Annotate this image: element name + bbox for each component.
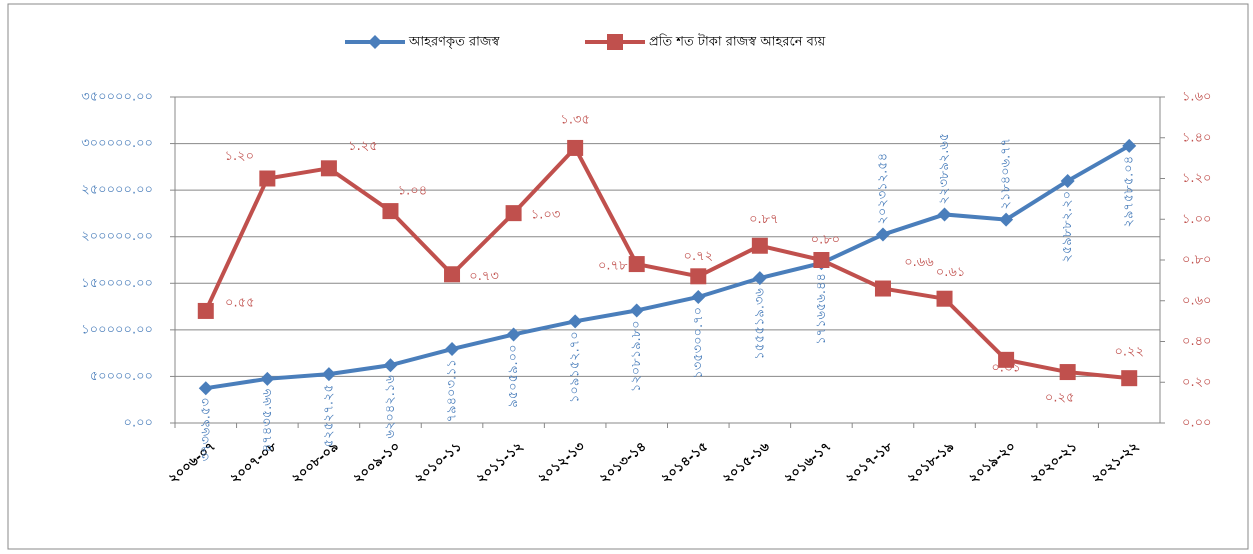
data-label: ০.৮০ [811, 233, 840, 248]
y2-tick-label: ১.২০ [1182, 171, 1211, 186]
marker [813, 252, 830, 268]
marker [875, 227, 890, 242]
data-label: ১৭১৬৫৬.৪৪ [814, 273, 829, 345]
marker [506, 327, 521, 342]
marker [998, 351, 1015, 368]
marker [937, 207, 952, 222]
data-label: ০.৭৩ [469, 269, 499, 284]
series-line [205, 144, 1131, 391]
legend-label: প্রতি শত টাকা রাজস্ব আহরনে ব্যয় [649, 34, 826, 50]
data-label: ১৩৫৩০০.৭০ [691, 307, 706, 379]
data-label: ১৫৫৫১৯.৩৬ [752, 288, 767, 360]
y2-tick-label: ১.৪০ [1182, 130, 1211, 145]
marker [628, 256, 645, 273]
marker [999, 212, 1014, 227]
data-label: ১.০৪ [398, 184, 427, 199]
marker [751, 237, 768, 254]
y2-tick-label: ১.০০ [1182, 212, 1211, 227]
data-label: ৫২৫২৭.২৫ [321, 384, 336, 447]
marker [752, 271, 767, 286]
data-label: ৭৯৪০৩.১১ [445, 359, 460, 422]
y-tick-label: ২০০০০০.০০ [81, 229, 153, 244]
marker [1121, 370, 1138, 387]
data-label: ১.০৩ [531, 208, 560, 223]
chart-frame [7, 3, 1249, 550]
legend-marker [607, 34, 623, 50]
marker [260, 371, 275, 386]
data-label: ০.২২ [1114, 345, 1144, 360]
data-label: ০.৬১ [936, 265, 965, 280]
series-line [203, 144, 1130, 381]
data-label: ৪৭৪৩৫.৬৬ [260, 388, 275, 452]
marker [874, 280, 891, 297]
data-label: ০.৩১ [991, 360, 1020, 375]
marker [320, 160, 337, 177]
y-tick-label: ৩০০০০০.০০ [81, 136, 153, 151]
marker [383, 358, 398, 373]
y2-tick-label: ০.৬০ [1182, 293, 1212, 308]
marker [198, 381, 213, 396]
marker [321, 367, 336, 382]
y-tick-label: ৩৫০০০০.০০ [81, 90, 153, 105]
y-tick-label: ০.০০ [124, 416, 154, 431]
marker [936, 290, 953, 307]
marker [1060, 173, 1075, 188]
data-label: ১০৯১৫২.৭০ [568, 331, 583, 403]
data-label: ২১৮৪০৬.৭৭ [999, 138, 1014, 210]
marker [568, 314, 583, 329]
data-label: ৩৭৩৬৯.৫৩ [198, 398, 213, 461]
legend-marker [368, 35, 382, 49]
data-label: ২০২৩১২.৫৪ [875, 153, 890, 225]
data-label: ২২৩৮৯২.৬৫ [937, 133, 952, 205]
marker [691, 289, 706, 304]
data-label: ২৯৭৫৮৫.০৪ [1122, 156, 1137, 228]
y-tick-label: ৫০০০০.০০ [90, 369, 153, 384]
y-tick-label: ১০০০০০.০০ [81, 322, 153, 337]
y2-tick-label: ০.২০ [1182, 375, 1212, 390]
data-label: ১.৩৫ [560, 112, 589, 127]
y-tick-label: ১৫০০০০.০০ [81, 276, 153, 291]
data-label: ০.৫৫ [225, 295, 254, 310]
y2-tick-label: ০.৮০ [1182, 253, 1211, 268]
marker [690, 268, 707, 285]
y2-tick-label: ০.৪০ [1182, 334, 1211, 349]
data-label: ২৫৯৮৮২.২০ [1060, 191, 1075, 263]
marker [445, 342, 460, 357]
data-label: ৬২০৪২.১৬ [383, 375, 398, 439]
data-label: ১.২০ [225, 149, 254, 164]
data-label: ০.৭৮ [598, 259, 628, 274]
marker [629, 303, 644, 318]
marker [567, 139, 584, 156]
y2-tick-label: ১.৬০ [1182, 90, 1211, 105]
data-label: ০.৬৬ [904, 255, 934, 270]
data-label: ৯৫০৫৯.০০ [506, 344, 521, 407]
marker [444, 266, 461, 283]
marker [259, 170, 276, 187]
marker [505, 205, 522, 222]
y2-tick-label: ০.০০ [1182, 416, 1212, 431]
data-label: ০.৭২ [684, 249, 714, 264]
data-label: ১.২৫ [348, 139, 377, 154]
legend-label: আহরণকৃত রাজস্ব [408, 35, 501, 50]
y-tick-label: ২৫০০০০.০০ [81, 183, 153, 198]
marker [1122, 138, 1137, 153]
marker [382, 203, 399, 220]
marker [1059, 364, 1076, 381]
data-label: ০.৮৭ [749, 212, 778, 227]
data-label: ০.২৫ [1045, 391, 1074, 406]
data-label: ১২০৮১৯.৮০ [629, 320, 644, 392]
marker [197, 302, 214, 319]
